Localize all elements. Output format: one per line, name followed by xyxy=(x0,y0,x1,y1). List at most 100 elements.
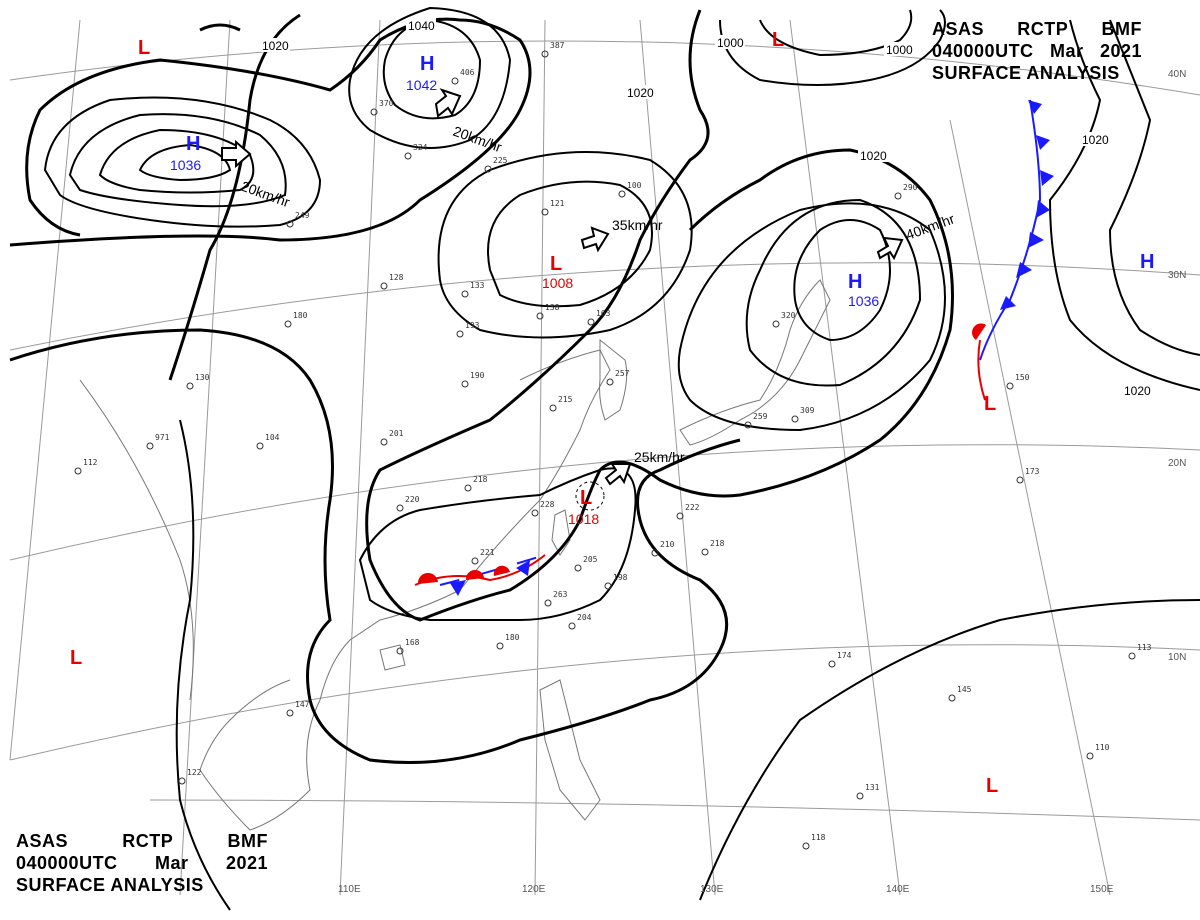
station-pressure: 118 xyxy=(811,833,826,842)
coast-india xyxy=(79,379,194,701)
graticule xyxy=(9,19,1200,896)
cold-front-triangle xyxy=(450,580,466,596)
station-symbol-icon xyxy=(284,320,292,328)
high-value: 1042 xyxy=(406,77,437,93)
motion-arrow-icon xyxy=(580,226,610,253)
isobar-labels: 1020 1040 1020 1000 1000 1020 1020 1020 xyxy=(260,18,1154,398)
station-pressure: 174 xyxy=(837,651,852,660)
station-symbol-icon xyxy=(744,421,752,429)
station-pressure: 971 xyxy=(155,433,170,442)
warm-front-line xyxy=(977,339,986,401)
isobar-label: 1020 xyxy=(262,39,289,53)
lat-label: 40N xyxy=(1168,69,1186,80)
coast-japan xyxy=(679,279,831,446)
high-marker: H xyxy=(848,271,862,293)
station-pressure: 100 xyxy=(627,181,642,190)
stationary-front-blue xyxy=(439,554,546,586)
station-symbol-icon xyxy=(536,312,544,320)
station-pressure: 193 xyxy=(465,321,480,330)
station-pressure: 370 xyxy=(379,99,394,108)
coast-korea xyxy=(599,338,628,421)
low-value: 1018 xyxy=(568,511,599,527)
isobar-nw-outer xyxy=(9,17,532,247)
station-symbol-icon xyxy=(178,777,186,785)
station-symbol-icon xyxy=(549,404,557,412)
station-symbol-icon xyxy=(464,484,472,492)
footer-title: SURFACE ANALYSIS xyxy=(16,875,204,895)
isobar-label: 1020 xyxy=(860,149,887,163)
station-pressure: 320 xyxy=(781,311,796,320)
parallel-20n xyxy=(9,444,1200,561)
station-pressure: 173 xyxy=(1025,467,1040,476)
header-agency: ASAS xyxy=(932,19,985,39)
meridian-120e xyxy=(534,19,546,896)
low-marker: L xyxy=(70,647,82,669)
station-pressure: 138 xyxy=(545,303,560,312)
station-symbol-icon xyxy=(404,152,412,160)
station-pressure: 131 xyxy=(865,783,880,792)
station-pressure: 221 xyxy=(480,548,495,557)
lon-label: 120E xyxy=(522,884,546,895)
station-pressure: 257 xyxy=(615,369,630,378)
chart-footer: ASAS RCTP BMF 040000UTC Mar 2021 SURFACE… xyxy=(16,830,268,896)
station-symbol-icon xyxy=(676,512,684,520)
header-month: Mar xyxy=(1050,41,1084,61)
station-symbol-icon xyxy=(451,77,459,85)
station-symbol-icon xyxy=(606,378,614,386)
motion-label: 25km/hr xyxy=(634,449,685,465)
parallel-40n xyxy=(9,40,1200,96)
station-symbol-icon xyxy=(531,509,539,517)
isobar-label: 1020 xyxy=(1082,133,1109,147)
station-pressure: 259 xyxy=(753,412,768,421)
station-symbol-icon xyxy=(651,549,659,557)
station-pressure: 198 xyxy=(613,573,628,582)
station-pressure: 324 xyxy=(413,143,428,152)
station-pressure: 130 xyxy=(195,373,210,382)
low-marker: L xyxy=(772,29,784,51)
header-title: SURFACE ANALYSIS xyxy=(932,63,1120,83)
motion-arrow-icon xyxy=(434,88,462,118)
station-observations: 387 406 370 324 225 249 121 100 128 133 193 180 190 1… xyxy=(74,41,1152,850)
coast-indochina xyxy=(199,679,321,831)
coast-taiwan xyxy=(551,509,571,556)
meridian-130e xyxy=(639,19,716,896)
header-product: BMF xyxy=(1101,19,1142,39)
station-pressure: 225 xyxy=(493,156,508,165)
station-pressure: 113 xyxy=(1137,643,1152,652)
isobar-south-pacific xyxy=(699,599,1200,901)
meridian-140e xyxy=(789,19,901,896)
station-symbol-icon xyxy=(772,320,780,328)
isobar-low-mongolia-2 xyxy=(437,151,693,339)
lon-label: 130E xyxy=(700,884,724,895)
station-pressure: 249 xyxy=(295,211,310,220)
cold-front-triangle xyxy=(1028,100,1042,114)
footer-product: BMF xyxy=(227,831,268,851)
station-symbol-icon xyxy=(461,380,469,388)
station-pressure: 110 xyxy=(1095,743,1110,752)
low-value: 1008 xyxy=(542,275,573,291)
station-pressure: 222 xyxy=(685,503,700,512)
isobar-central-1020 xyxy=(365,9,954,622)
meridian-90e xyxy=(9,19,81,761)
station-symbol-icon xyxy=(370,108,378,116)
station-symbol-icon xyxy=(380,438,388,446)
isobar-label: 1000 xyxy=(886,43,913,57)
header-time: 040000UTC xyxy=(932,41,1034,61)
station-symbol-icon xyxy=(456,330,464,338)
isobar-nw-2 xyxy=(68,113,287,208)
station-pressure: 218 xyxy=(473,475,488,484)
station-symbol-icon xyxy=(574,564,582,572)
motion-vectors xyxy=(221,88,904,486)
lon-label: 140E xyxy=(886,884,910,895)
station-pressure: 406 xyxy=(460,68,475,77)
station-symbol-icon xyxy=(568,622,576,630)
footer-agency: ASAS xyxy=(16,831,69,851)
cold-front-triangle xyxy=(1036,135,1050,150)
station-symbol-icon xyxy=(587,318,595,326)
warm-front-semicircle xyxy=(417,572,438,584)
cold-front-triangle xyxy=(1028,232,1044,248)
station-symbol-icon xyxy=(146,442,154,450)
station-pressure: 180 xyxy=(505,633,520,642)
station-pressure: 128 xyxy=(389,273,404,282)
